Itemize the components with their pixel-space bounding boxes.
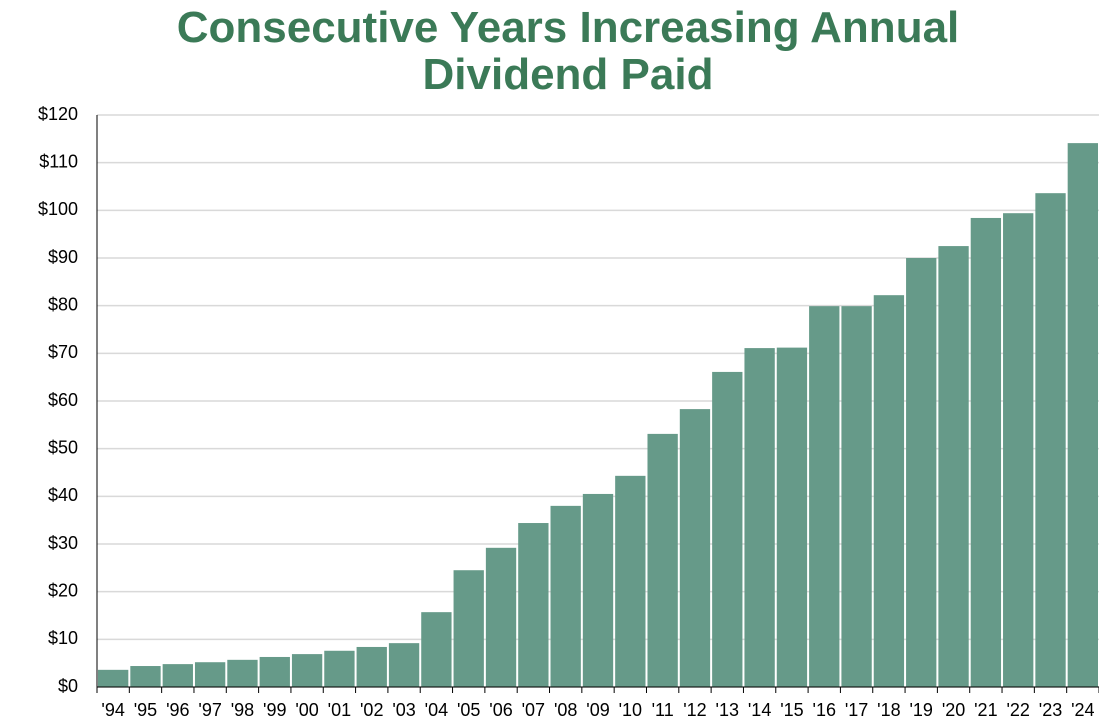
- y-tick-label: $20: [48, 580, 78, 600]
- bar: [453, 570, 484, 687]
- y-tick-label: $10: [48, 628, 78, 648]
- x-tick-label: '03: [392, 700, 415, 720]
- bar: [162, 664, 193, 687]
- bar: [1003, 213, 1034, 687]
- bar: [518, 523, 549, 687]
- bar: [841, 306, 872, 687]
- bar: [130, 666, 161, 687]
- x-tick-label: '09: [586, 700, 609, 720]
- x-tick-label: '10: [619, 700, 642, 720]
- y-tick-label: $60: [48, 390, 78, 410]
- y-tick-label: $50: [48, 437, 78, 457]
- x-tick-label: '96: [166, 700, 189, 720]
- bar: [291, 654, 323, 687]
- x-tick-label: '12: [683, 700, 706, 720]
- bar: [679, 409, 711, 687]
- y-tick-label: $100: [38, 199, 78, 219]
- bar: [485, 547, 517, 687]
- x-tick-label: '98: [231, 700, 254, 720]
- x-tick-label: '05: [457, 700, 480, 720]
- x-tick-label: '99: [263, 700, 286, 720]
- y-tick-label: $110: [39, 151, 78, 171]
- bar: [356, 646, 387, 687]
- y-tick-label: $30: [48, 533, 78, 553]
- x-tick-label: '15: [780, 700, 803, 720]
- x-tick-label: '24: [1071, 700, 1094, 720]
- x-tick-label: '07: [522, 700, 545, 720]
- bar: [615, 475, 646, 687]
- y-tick-label: $40: [48, 485, 78, 505]
- x-tick-label: '11: [652, 700, 674, 720]
- chart-title: Consecutive Years Increasing Annual Divi…: [176, 3, 960, 99]
- x-tick-label: '04: [425, 700, 448, 720]
- x-tick-label: '21: [974, 700, 997, 720]
- x-tick-label: '16: [813, 700, 836, 720]
- x-tick-label: '20: [942, 700, 965, 720]
- bar: [324, 650, 355, 687]
- bar: [744, 348, 775, 687]
- bar: [712, 371, 743, 687]
- x-tick-label: '19: [909, 700, 932, 720]
- x-tick-label: '02: [360, 700, 383, 720]
- bar: [873, 295, 905, 687]
- y-tick-label: $90: [48, 247, 78, 267]
- x-tick-label: '95: [134, 700, 157, 720]
- bar: [1067, 143, 1098, 687]
- bar: [227, 659, 258, 687]
- bar: [776, 347, 808, 687]
- x-tick-label: '23: [1039, 700, 1062, 720]
- bar: [938, 246, 969, 688]
- x-tick-label: '14: [748, 700, 771, 720]
- bar: [421, 612, 452, 687]
- bar: [194, 662, 226, 687]
- bar: [388, 643, 420, 687]
- x-tick-label: '94: [101, 700, 124, 720]
- bar: [259, 656, 290, 687]
- x-tick-label: '22: [1006, 700, 1029, 720]
- x-tick-label: '01: [328, 700, 351, 720]
- bar: [550, 505, 581, 687]
- x-tick-label: '13: [716, 700, 739, 720]
- bar: [647, 433, 678, 687]
- x-tick-label: '00: [295, 700, 318, 720]
- x-tick-label: '18: [877, 700, 900, 720]
- bar: [98, 669, 129, 687]
- y-tick-label: $80: [48, 294, 78, 314]
- bar: [1035, 193, 1066, 687]
- y-tick-label: $120: [38, 104, 78, 124]
- x-tick-label: '17: [845, 700, 868, 720]
- bar: [582, 493, 614, 687]
- x-tick-label: '97: [198, 700, 221, 720]
- x-tick-label: '08: [554, 700, 577, 720]
- bar: [906, 258, 937, 687]
- bar: [809, 306, 840, 687]
- y-tick-label: $0: [58, 676, 78, 696]
- x-tick-label: '06: [489, 700, 512, 720]
- y-tick-label: $70: [48, 342, 78, 362]
- bar: [970, 217, 1002, 687]
